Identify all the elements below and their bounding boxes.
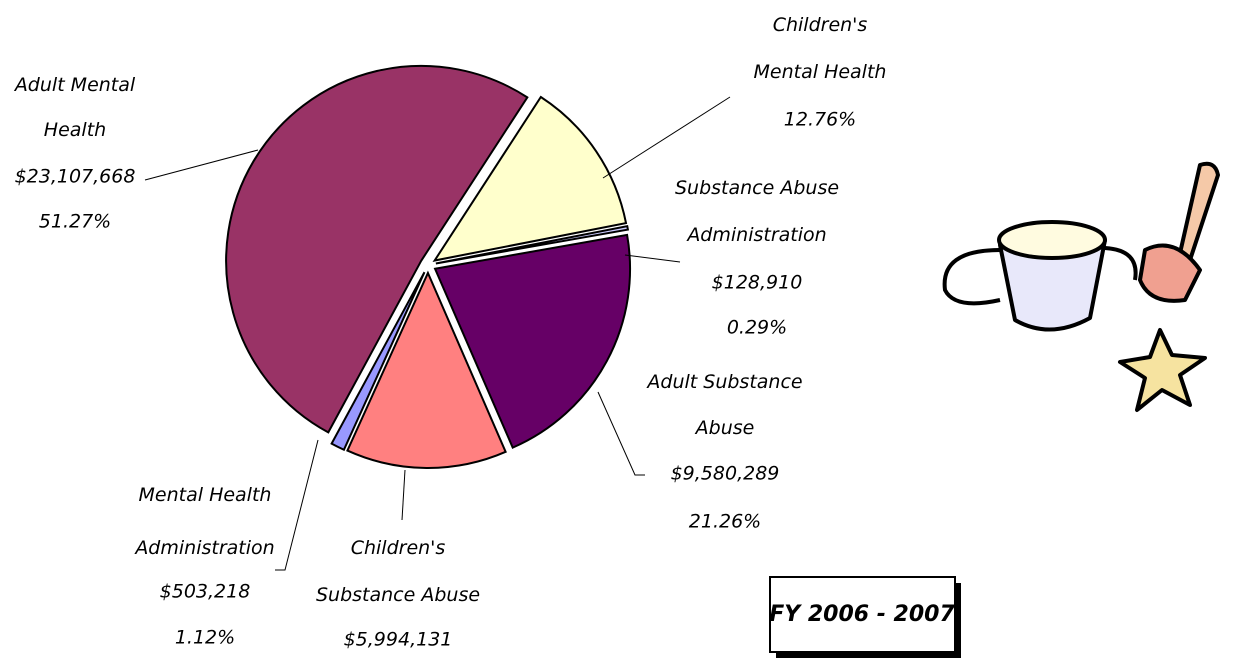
slice-label: Substance Abuse Administration: [675, 177, 839, 246]
note-box: FY 2006 - 2007: [769, 576, 961, 658]
pie-slice: [225, 64, 529, 434]
pie-slice: [346, 270, 507, 469]
pie-slice: [433, 233, 632, 449]
value-label: 0.29%: [727, 317, 787, 339]
amount-label: $5,994,131: [344, 629, 453, 651]
slice-label: Adult Mental Health: [13, 74, 136, 141]
value-label: 21.26%: [689, 511, 761, 533]
leader-line: [602, 96, 731, 179]
leader-line: [401, 469, 406, 521]
slice-label: Mental Health Administration: [133, 484, 274, 559]
slice-label: Children's Substance Abuse: [316, 537, 480, 606]
leader-line: [624, 254, 681, 263]
leader-line: [144, 149, 259, 181]
value-label: 51.27%: [39, 211, 111, 233]
clip-art: [942, 161, 1220, 412]
amount-label: $9,580,289: [671, 463, 780, 485]
slice-label: Children's Mental Health: [754, 14, 887, 83]
leader-line: [597, 391, 645, 476]
leader-line: [275, 439, 319, 571]
note: FY 2006 - 2007: [769, 602, 955, 627]
amount-label: $503,218: [160, 581, 251, 603]
value-label: 12.76%: [784, 109, 856, 131]
pie-slice: [435, 224, 630, 265]
value-label: 1.12%: [175, 627, 235, 649]
slice-label: Adult Substance Abuse: [645, 371, 802, 439]
amount-label: $23,107,668: [15, 166, 136, 188]
pie-slice: [330, 271, 426, 452]
amount-label: $128,910: [712, 272, 803, 294]
pie-slice: [432, 95, 628, 262]
